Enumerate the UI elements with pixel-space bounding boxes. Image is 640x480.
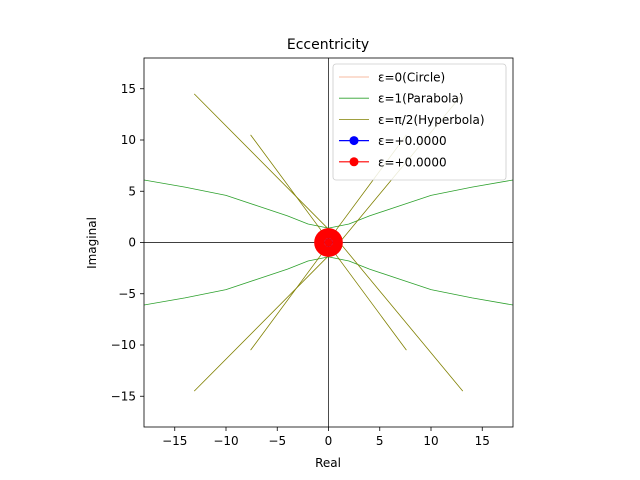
ring-annotation-0 <box>314 228 343 257</box>
plot-area: −15 −10 −5 0 5 10 15 −15 −10 −5 0 5 10 15 <box>111 57 514 448</box>
legend: ε=0(Circle) ε=1(Parabola) ε=π/2(Hyperbola)… <box>332 63 507 181</box>
legend-label-1: ε=1(Parabola) <box>378 92 464 106</box>
x-tick-label: 15 <box>475 434 490 448</box>
chart-title: Eccentricity <box>287 37 369 53</box>
x-tick-label: −10 <box>213 434 238 448</box>
x-tick-label: 10 <box>423 434 438 448</box>
y-tick-label: −10 <box>111 338 136 352</box>
y-tick-label: 15 <box>121 82 136 96</box>
x-axis-label: Real <box>315 456 341 470</box>
legend-label-3: ε=+0.0000 <box>378 134 447 148</box>
y-tick-label: 10 <box>121 133 136 147</box>
x-tick-label: −15 <box>162 434 187 448</box>
y-tick-label: 5 <box>128 184 136 198</box>
y-tick-label: 0 <box>128 236 136 250</box>
series-4-point-0 <box>324 238 333 247</box>
x-tick-label: 5 <box>376 434 384 448</box>
y-tick-label: −15 <box>111 389 136 403</box>
x-tick-label: −5 <box>268 434 286 448</box>
y-axis-label: Imaginal <box>85 217 99 269</box>
legend-marker-4 <box>349 157 359 167</box>
y-tick-label: −5 <box>118 287 136 301</box>
legend-label-0: ε=0(Circle) <box>378 71 445 85</box>
legend-label-2: ε=π/2(Hyperbola) <box>378 113 485 127</box>
legend-label-4: ε=+0.0000 <box>378 155 447 169</box>
x-tick-label: 0 <box>325 434 333 448</box>
legend-box <box>332 63 507 181</box>
legend-marker-3 <box>349 136 359 146</box>
